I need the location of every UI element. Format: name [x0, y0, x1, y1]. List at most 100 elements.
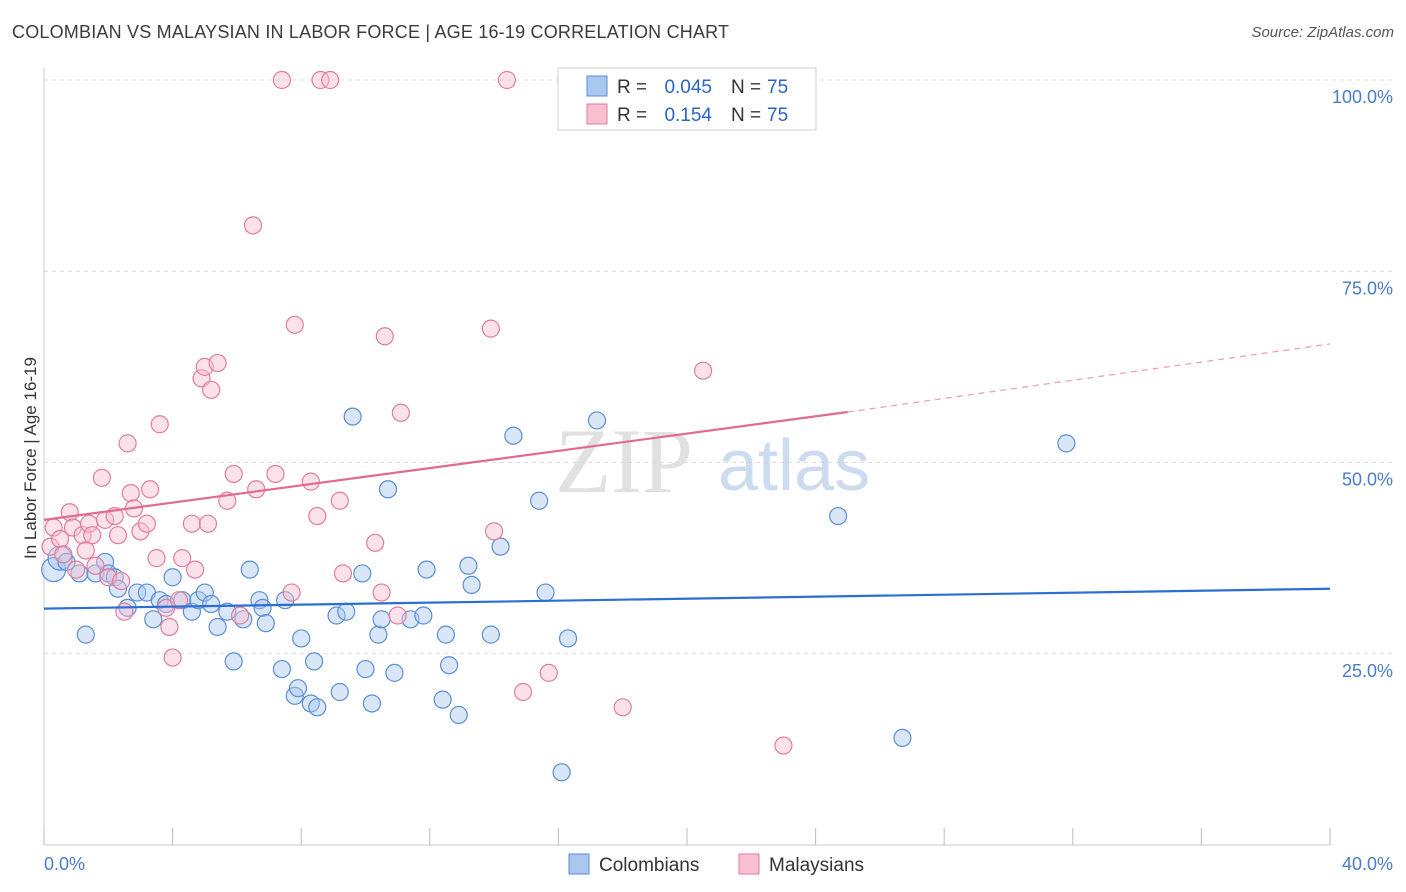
colombians-point [240, 560, 259, 579]
malaysians-point [375, 327, 394, 346]
malaysians-point [173, 549, 192, 568]
colombians-point [224, 652, 243, 671]
bottom-legend-swatch-0 [568, 853, 590, 875]
malaysians-point [693, 361, 713, 380]
bottom-legend-label-1: Malaysians [769, 855, 864, 876]
colombians-point [587, 411, 607, 430]
colombians-point [195, 583, 214, 602]
malaysians-point [333, 564, 353, 583]
malaysians-point [497, 70, 517, 90]
legend-swatch-1 [586, 103, 608, 125]
trend-lines [43, 343, 1331, 610]
colombians-point [552, 763, 571, 782]
legend-r-value-0: 0.045 [664, 77, 712, 98]
malaysians-point [285, 315, 304, 334]
malaysians-point [50, 529, 70, 549]
malaysians-point [224, 464, 243, 484]
colombians-point [439, 656, 459, 675]
colombians-point [504, 426, 523, 445]
colombians-point [536, 583, 555, 602]
colombians-point [414, 606, 433, 625]
colombians-point [256, 614, 275, 633]
colombians-point [829, 506, 848, 526]
colombians-point [202, 594, 221, 614]
colombians-point [292, 629, 311, 648]
colombians-point [343, 407, 362, 426]
malaysians-point [311, 70, 330, 90]
malaysians-point [67, 560, 86, 579]
malaysians-point [198, 514, 218, 533]
colombians-point [304, 652, 324, 671]
chart-title: COLOMBIAN VS MALAYSIAN IN LABOR FORCE | … [12, 22, 730, 42]
malaysians-point [308, 506, 327, 526]
colombians-point [76, 625, 95, 644]
y-tick-label-2: 75.0% [1342, 278, 1393, 298]
colombians-point [385, 663, 404, 682]
colombians-point [163, 568, 182, 587]
colombians-point [288, 679, 308, 698]
colombians-point [272, 659, 292, 679]
malaysians-point [86, 556, 105, 575]
malaysians-trend-line [43, 410, 848, 521]
legend-n-value-0: 75 [767, 77, 788, 98]
malaysians-point [321, 70, 340, 90]
malaysians-point [266, 464, 285, 484]
colombians-point [253, 598, 272, 617]
colombians-point [41, 556, 67, 583]
malaysians-point [372, 583, 391, 602]
colombians-point [893, 728, 912, 748]
malaysians-trend-extension [847, 343, 1331, 413]
legend-swatch-0 [586, 75, 608, 97]
malaysians-point [147, 549, 166, 568]
colombians-point [208, 617, 227, 637]
malaysians-point [112, 571, 131, 591]
chart-source: Source: ZipAtlas.com [1251, 24, 1394, 41]
legend-n-value-1: 75 [767, 105, 788, 126]
colombians-point [481, 625, 500, 644]
colombians-point [128, 583, 147, 602]
malaysians-point [774, 736, 793, 755]
malaysians-point [301, 472, 320, 491]
malaysians-point [485, 522, 504, 541]
malaysians-point [121, 484, 140, 503]
colombians-point [1057, 434, 1076, 453]
malaysians-point [76, 541, 95, 560]
x-tick-label-max: 40.0% [1342, 854, 1393, 874]
y-tick-label-1: 50.0% [1342, 470, 1393, 490]
malaysians-point [150, 415, 169, 434]
legend-r-value-1: 0.154 [664, 105, 712, 126]
watermark-atlas: atlas [718, 426, 870, 506]
colombians-point [491, 537, 510, 556]
colombians-point [95, 552, 115, 572]
malaysians-point [366, 533, 385, 552]
legend-n-label-0: N = [731, 77, 761, 98]
bottom-legend-swatch-1 [738, 853, 760, 875]
colombians-point [362, 694, 382, 713]
legend-r-label-0: R = [617, 77, 647, 98]
colombians-point [433, 690, 452, 709]
malaysians-point [613, 698, 632, 717]
y-tick-label-3: 100.0% [1332, 87, 1393, 107]
malaysians-point [54, 545, 73, 564]
malaysians-point [73, 526, 92, 545]
malaysians-point [92, 468, 111, 487]
malaysians-point [247, 480, 266, 499]
colombians-point [308, 698, 327, 717]
y-tick-label-0: 25.0% [1342, 661, 1393, 681]
legend: R = 0.045 N = 75 R = 0.154 N = 75 [557, 67, 817, 131]
malaysians-point [160, 617, 179, 637]
malaysians-point [140, 480, 160, 499]
malaysians-point [83, 526, 102, 545]
colombians-point [417, 560, 436, 579]
malaysians-point [182, 514, 201, 533]
colombians-point [459, 556, 478, 575]
grid-lines: 25.0% 50.0% 75.0% 100.0% [44, 79, 1394, 681]
malaysians-point [169, 591, 189, 610]
colombians-point [337, 602, 356, 621]
colombians-point [530, 491, 549, 510]
malaysians-point [186, 560, 205, 579]
colombians-point [353, 564, 372, 583]
bottom-legend: Colombians Malaysians [568, 853, 864, 876]
colombians-point [558, 629, 578, 648]
malaysians-point [282, 583, 301, 602]
